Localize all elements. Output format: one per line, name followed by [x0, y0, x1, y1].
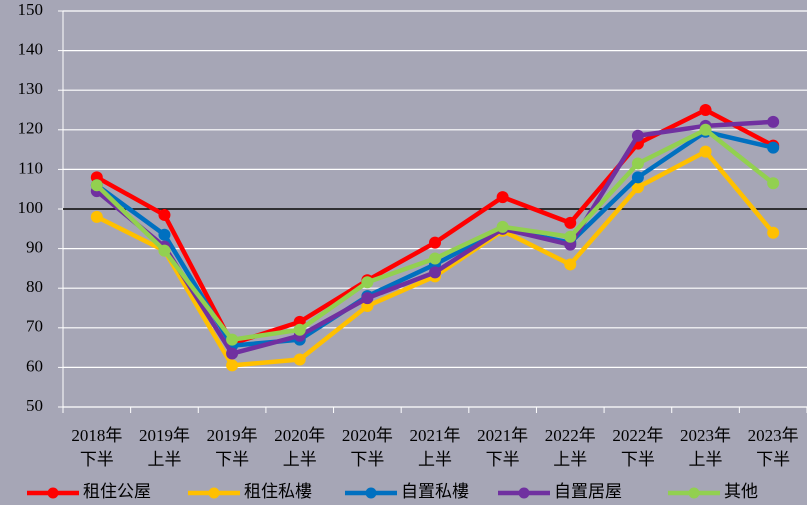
x-tick-label: 2022年 下半 [612, 426, 664, 469]
point [158, 228, 171, 241]
y-tick-label: 130 [18, 79, 44, 98]
point [496, 191, 509, 204]
legend-marker [208, 487, 220, 499]
y-tick-label: 140 [18, 40, 44, 59]
x-tick-label: 2019年 上半 [138, 426, 190, 469]
x-tick-label: 2021年 下半 [477, 426, 529, 469]
x-tick-label: 2021年 上半 [409, 426, 461, 469]
point [158, 208, 171, 221]
y-tick-label: 80 [26, 277, 43, 296]
point [699, 145, 712, 158]
legend-marker [518, 487, 530, 499]
point [767, 226, 780, 239]
point [226, 333, 239, 346]
y-tick-label: 90 [26, 238, 43, 257]
point [631, 157, 644, 170]
point [226, 347, 239, 360]
legend-label: 自置私樓 [401, 482, 469, 501]
point [564, 258, 577, 271]
y-tick-label: 70 [26, 317, 43, 336]
point [90, 210, 103, 223]
point [631, 181, 644, 194]
x-tick-label: 2022年 上半 [544, 426, 596, 469]
point [631, 171, 644, 184]
point [293, 323, 306, 336]
y-tick-label: 100 [18, 198, 44, 217]
point [496, 220, 509, 233]
point [767, 141, 780, 154]
point [564, 216, 577, 229]
x-tick-label: 2018年 下半 [71, 426, 123, 469]
x-tick-label: 2023年 上半 [680, 426, 732, 469]
legend-label: 其他 [724, 482, 758, 501]
x-tick-label: 2019年 下半 [206, 426, 258, 469]
legend-label: 自置居屋 [554, 482, 622, 501]
point [90, 179, 103, 192]
point [158, 244, 171, 257]
y-tick-label: 110 [18, 158, 43, 177]
point [293, 353, 306, 366]
legend-marker [365, 487, 377, 499]
legend-marker [47, 487, 59, 499]
point [361, 276, 374, 289]
y-tick-label: 60 [26, 356, 43, 375]
point [429, 236, 441, 249]
y-tick-label: 120 [18, 119, 44, 138]
x-tick-label: 2023年 下半 [747, 426, 799, 469]
point [631, 129, 644, 142]
point [429, 252, 441, 265]
x-tick-label: 2020年 下半 [341, 426, 393, 469]
point [226, 359, 239, 372]
x-tick-label: 2020年 上半 [274, 426, 326, 469]
point [699, 104, 712, 116]
legend-label: 租住私樓 [244, 482, 312, 501]
y-tick-label: 50 [26, 396, 43, 415]
point [361, 292, 374, 305]
point [699, 123, 712, 136]
point [767, 177, 780, 190]
y-tick-label: 150 [18, 0, 44, 19]
point [429, 266, 441, 279]
legend-marker [688, 487, 700, 499]
point [767, 115, 780, 128]
point [564, 230, 577, 243]
legend-label: 租住公屋 [83, 482, 151, 501]
